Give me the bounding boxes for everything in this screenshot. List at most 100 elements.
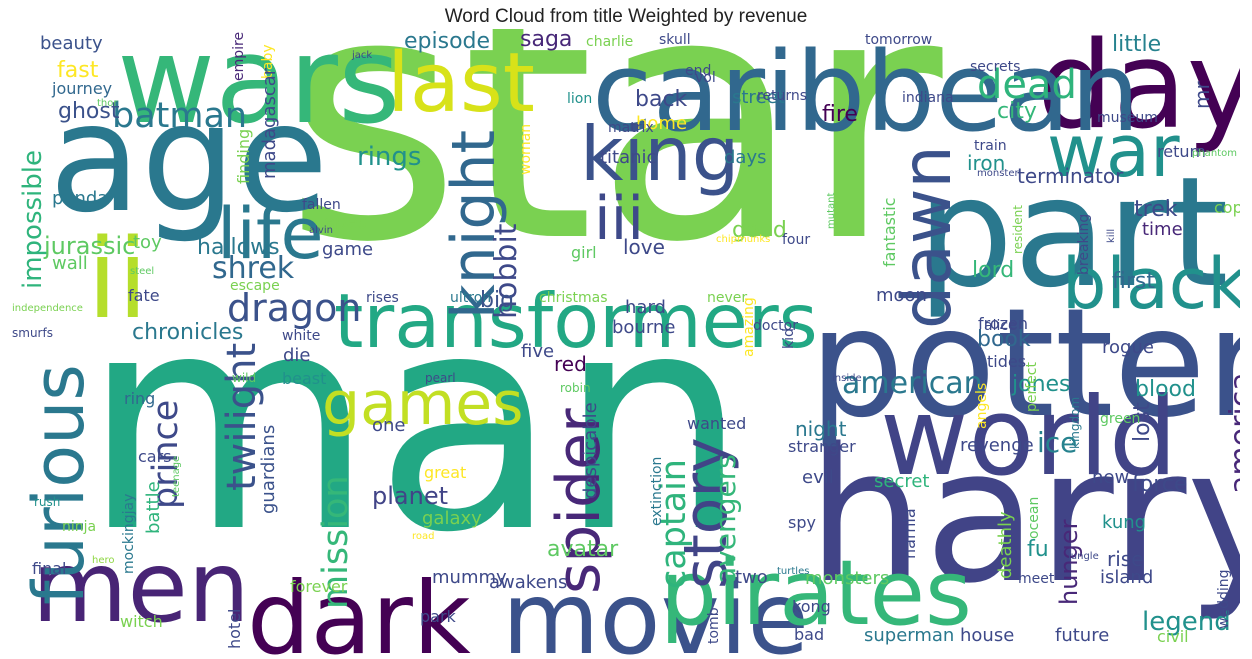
cloud-word-bourne: bourne bbox=[612, 317, 676, 338]
cloud-word-kill: kill bbox=[1106, 228, 1117, 243]
cloud-word-future: future bbox=[1055, 625, 1110, 646]
cloud-word-rings: rings bbox=[357, 142, 422, 172]
cloud-word-man: man bbox=[82, 249, 749, 598]
cloud-word-age: age bbox=[49, 72, 329, 246]
cloud-word-legend: legend bbox=[1142, 607, 1231, 637]
cloud-word-hard: hard bbox=[625, 297, 666, 318]
cloud-word-phantom: phantom bbox=[1192, 148, 1237, 159]
cloud-word-forever: forever bbox=[290, 577, 348, 596]
cloud-word-dragon: dragon bbox=[227, 286, 362, 330]
cloud-word-steel: steel bbox=[130, 266, 155, 277]
cloud-word-days: days bbox=[724, 147, 767, 168]
cloud-word-guardians: guardians bbox=[258, 424, 279, 514]
cloud-word-wanted: wanted bbox=[687, 414, 747, 433]
cloud-word-chipmunks: chipmunks bbox=[716, 234, 771, 245]
cloud-word-apes: apes bbox=[324, 212, 367, 233]
cloud-word-king: king bbox=[580, 110, 740, 198]
cloud-word-back: back bbox=[635, 87, 688, 112]
cloud-word-city: city bbox=[997, 99, 1037, 124]
cloud-word-skull: skull bbox=[659, 32, 691, 48]
cloud-word-saga: saga bbox=[520, 29, 573, 52]
cloud-word-jungle: jungle bbox=[1068, 551, 1099, 562]
cloud-word-superman: superman bbox=[864, 625, 955, 646]
cloud-word-empire: empire bbox=[231, 31, 247, 81]
cloud-word-street: street bbox=[732, 87, 785, 108]
cloud-word-witch: witch bbox=[120, 612, 163, 631]
cloud-word-men: men bbox=[32, 531, 250, 645]
cloud-word-narnia: narnia bbox=[900, 508, 919, 559]
cloud-word-awakens: awakens bbox=[489, 572, 568, 593]
cloud-word-journey: journey bbox=[52, 79, 113, 98]
cloud-word-kung: kung bbox=[1102, 512, 1147, 533]
cloud-word-teenage: teenage bbox=[171, 455, 182, 497]
cloud-word-secrets: secrets bbox=[970, 59, 1021, 75]
cloud-word-impossible: impossible bbox=[18, 149, 48, 289]
cloud-word-titanic: titanic bbox=[600, 147, 657, 168]
cloud-word-great: great bbox=[424, 463, 467, 482]
cloud-word-tomb: tomb bbox=[706, 607, 722, 644]
cloud-word-cop: cop bbox=[1214, 198, 1240, 217]
cloud-word-shrek: shrek bbox=[212, 251, 295, 286]
cloud-word-part: part bbox=[917, 144, 1229, 321]
cloud-word-christmas: christmas bbox=[539, 290, 608, 306]
cloud-word-trek: trek bbox=[1134, 197, 1178, 222]
cloud-word-train: train bbox=[974, 138, 1007, 154]
chart-title: Word Cloud from title Weighted by revenu… bbox=[444, 6, 808, 27]
cloud-word-tides: tides bbox=[987, 352, 1027, 371]
cloud-word-big: big bbox=[480, 288, 515, 313]
cloud-word-evil: evil bbox=[802, 467, 834, 488]
cloud-word-stranger: stranger bbox=[788, 437, 856, 456]
cloud-word-movie: movie bbox=[502, 560, 810, 658]
cloud-word-america: america bbox=[1224, 372, 1240, 494]
cloud-word-house: house bbox=[960, 625, 1015, 646]
cloud-word-ice: ice bbox=[1037, 426, 1078, 459]
cloud-word-angels: angels bbox=[974, 382, 990, 429]
cloud-word-planet: planet bbox=[372, 482, 448, 510]
cloud-word-despicable: despicable bbox=[580, 402, 601, 499]
cloud-word-indiana: indiana bbox=[902, 90, 954, 106]
cloud-word-time: time bbox=[1142, 219, 1183, 240]
cloud-word-perfect: perfect bbox=[1024, 362, 1040, 412]
cloud-word-road: road bbox=[412, 531, 435, 542]
cloud-word-fantastic: fantastic bbox=[880, 197, 899, 267]
cloud-word-iron: iron bbox=[967, 151, 1006, 175]
cloud-word-dark: dark bbox=[247, 560, 471, 658]
cloud-word-island: island bbox=[1100, 567, 1154, 588]
cloud-word-hero: hero bbox=[92, 555, 115, 566]
cloud-word-last: last bbox=[387, 36, 535, 131]
cloud-word-jack: jack bbox=[352, 50, 373, 61]
cloud-word-star: star bbox=[284, 29, 943, 317]
cloud-word-pirates: pirates bbox=[660, 541, 972, 646]
cloud-word-hotel: hotel bbox=[225, 608, 244, 650]
cloud-word-resident: resident bbox=[1011, 205, 1025, 254]
cloud-word-white: white bbox=[282, 328, 321, 344]
cloud-word-rise: rise bbox=[1107, 547, 1144, 571]
cloud-word-pearl: pearl bbox=[425, 371, 456, 385]
cloud-word-final: final bbox=[32, 559, 67, 578]
cloud-word-bad: bad bbox=[794, 625, 825, 644]
cloud-word-avengers: avengers bbox=[709, 454, 742, 584]
cloud-word-kong: kong bbox=[792, 597, 831, 616]
cloud-word-ocean: ocean bbox=[1026, 496, 1042, 539]
cloud-word-panda: panda bbox=[52, 188, 109, 209]
cloud-word-iii: iii bbox=[594, 184, 645, 254]
cloud-word-turtles: turtles bbox=[777, 566, 810, 577]
cloud-word-five: five bbox=[521, 341, 555, 362]
cloud-word-game: game bbox=[322, 239, 374, 260]
cloud-word-die: die bbox=[283, 345, 311, 366]
cloud-word-matrix: matrix bbox=[608, 120, 654, 136]
cloud-word-monster: monster bbox=[977, 168, 1019, 179]
cloud-word-madagascar: madagascar bbox=[259, 67, 280, 179]
cloud-word-secret: secret bbox=[874, 471, 930, 492]
cloud-word-escape: escape bbox=[230, 278, 280, 294]
cloud-word-rises: rises bbox=[366, 290, 399, 306]
cloud-word-harry: harry bbox=[807, 408, 1240, 624]
cloud-word-inside: inside bbox=[832, 373, 862, 384]
cloud-word-four: four bbox=[782, 232, 811, 248]
cloud-word-fire: fire bbox=[822, 102, 858, 127]
cloud-word-rogue: rogue bbox=[1102, 337, 1154, 358]
cloud-word-potter: potter bbox=[809, 277, 1240, 451]
cloud-word-fast: fast bbox=[57, 58, 99, 83]
cloud-word-vol: vol bbox=[695, 70, 716, 86]
